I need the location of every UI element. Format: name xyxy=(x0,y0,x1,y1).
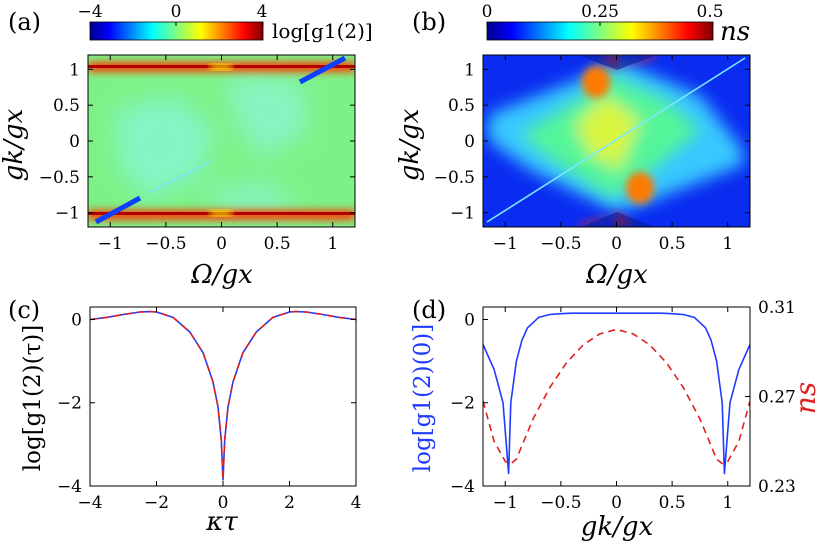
panel-d-xlabel: gk/gx xyxy=(581,512,654,542)
panel-a-xtick-label-3: 0.5 xyxy=(264,234,291,254)
panel-a-cbar-tick-2: 4 xyxy=(257,2,268,22)
panel-c-xtick-label-2: 0 xyxy=(218,493,229,513)
panel-a-xtick-label-0: −1 xyxy=(98,234,123,254)
panel-d-ytick-label-2: 0 xyxy=(464,310,475,330)
panel-a-ytick-label-0: −1 xyxy=(55,204,80,224)
panel-a-ylabel: gk/gx xyxy=(0,108,29,181)
panel-b-cbar-tick-1: 0.25 xyxy=(581,2,619,22)
panel-a-cbar-tick-0: −4 xyxy=(77,2,102,22)
panel-b: (b) 0 0.25 0.5 ns xyxy=(395,2,751,290)
panel-d-ticks: −1 −0.5 0 0.5 1 −4 −2 0 0.23 0.27 0.31 xyxy=(450,298,796,513)
panel-b-xtick-label-2: 0 xyxy=(611,234,622,254)
panel-b-ytick-label-0: −1 xyxy=(450,204,475,224)
panel-b-ytick-label-1: −0.5 xyxy=(434,168,475,188)
panel-a-xtick-label-4: 1 xyxy=(327,234,338,254)
panel-a-cbar-tick-1: 0 xyxy=(171,2,182,22)
panel-c-ylabel: log[g1(2)(τ)] xyxy=(20,325,46,471)
panel-b-ytick-label-3: 0.5 xyxy=(448,96,475,116)
panel-b-xtick-label-3: 0.5 xyxy=(659,234,686,254)
panel-b-ytick-label-4: 1 xyxy=(464,60,475,80)
panel-c-xtick-label-4: 4 xyxy=(351,493,362,513)
panel-c-ticks: −4 −2 0 2 4 −4 −2 0 xyxy=(57,307,361,513)
panel-d-xtick-label-0: −1 xyxy=(493,493,518,513)
panel-d-xtick-label-4: 1 xyxy=(722,493,733,513)
panel-d-xtick-label-2: 0 xyxy=(611,493,622,513)
panel-b-xtick-label-1: −0.5 xyxy=(540,234,581,254)
panel-b-cbar-tick-2: 0.5 xyxy=(696,2,723,22)
panel-c-ytick-label-1: −2 xyxy=(57,394,82,414)
panel-d-series-0 xyxy=(483,312,750,475)
panel-b-colorbar-ticks xyxy=(486,22,714,26)
panel-d-ytick-label-0: −4 xyxy=(450,477,475,497)
panel-a: (a) −4 0 4 log[g1(2)] xyxy=(0,2,373,290)
panel-d-ytick-right-label-2: 0.31 xyxy=(758,298,796,318)
panel-c-xtick-label-3: 2 xyxy=(284,493,295,513)
panel-a-heatmap xyxy=(88,55,355,227)
panel-d: (d) −1 −0.5 0 0.5 1 −4 −2 0 0.23 0.27 0.31 log[g1(… xyxy=(410,296,822,542)
panel-c-series-dashed xyxy=(90,310,356,481)
panel-b-xlabel: Ω/gx xyxy=(585,260,648,290)
panel-c-ytick-label-0: −4 xyxy=(57,477,82,497)
panel-d-frame xyxy=(482,306,751,487)
panel-a-ytick-label-3: 0.5 xyxy=(53,96,80,116)
panel-b-label: (b) xyxy=(412,8,446,36)
panel-a-label: (a) xyxy=(8,8,41,36)
panel-b-ticks: −1 −0.5 0 0.5 1 −1 −0.5 0 0.5 1 xyxy=(434,55,750,254)
panel-a-colorbar-label: log[g1(2)] xyxy=(272,19,373,43)
panel-d-plot xyxy=(483,312,750,475)
panel-a-ticks: −1 −0.5 0 0.5 1 −1 −0.5 0 0.5 1 xyxy=(39,55,355,254)
panel-c-label: (c) xyxy=(8,296,40,324)
panel-c-plot xyxy=(90,310,356,481)
panel-a-xtick-label-2: 0 xyxy=(216,234,227,254)
panel-b-xtick-label-0: −1 xyxy=(493,234,518,254)
panel-d-label: (d) xyxy=(412,296,446,324)
panel-a-ytick-label-2: 0 xyxy=(69,132,80,152)
panel-d-xtick-label-3: 0.5 xyxy=(659,493,686,513)
panel-b-colorbar-label: ns xyxy=(720,17,750,47)
panel-b-heatmap xyxy=(483,55,750,227)
panel-d-ytick-right-label-0: 0.23 xyxy=(758,477,796,497)
panel-b-cbar-tick-0: 0 xyxy=(482,2,493,22)
panel-c-xlabel: κτ xyxy=(205,507,238,537)
panel-b-ylabel: gk/gx xyxy=(395,108,425,181)
panel-b-ytick-label-2: 0 xyxy=(464,132,475,152)
panel-a-colorbar-ticks xyxy=(89,22,264,26)
panel-d-xtick-label-1: −0.5 xyxy=(540,493,581,513)
panel-a-xtick-label-1: −0.5 xyxy=(145,234,186,254)
panel-d-ytick-label-1: −2 xyxy=(450,394,475,414)
panel-a-ytick-label-4: 1 xyxy=(69,60,80,80)
panel-c: (c) −4 −2 0 2 4 −4 −2 0 log[g1(2)(τ)] κτ xyxy=(8,296,361,537)
panel-a-xlabel: Ω/gx xyxy=(190,260,253,290)
panel-c-xtick-label-1: −2 xyxy=(144,493,169,513)
panel-d-ytick-right-label-1: 0.27 xyxy=(758,388,796,408)
panel-c-xtick-label-0: −4 xyxy=(77,493,102,513)
panel-b-xtick-label-4: 1 xyxy=(722,234,733,254)
panel-c-ytick-label-2: 0 xyxy=(71,310,82,330)
panel-d-series-1 xyxy=(483,328,750,465)
panel-d-ylabel-right: ns xyxy=(789,382,822,414)
panel-d-ylabel-left: log[g1(2)(0)] xyxy=(410,324,436,472)
panel-a-ytick-label-1: −0.5 xyxy=(39,168,80,188)
